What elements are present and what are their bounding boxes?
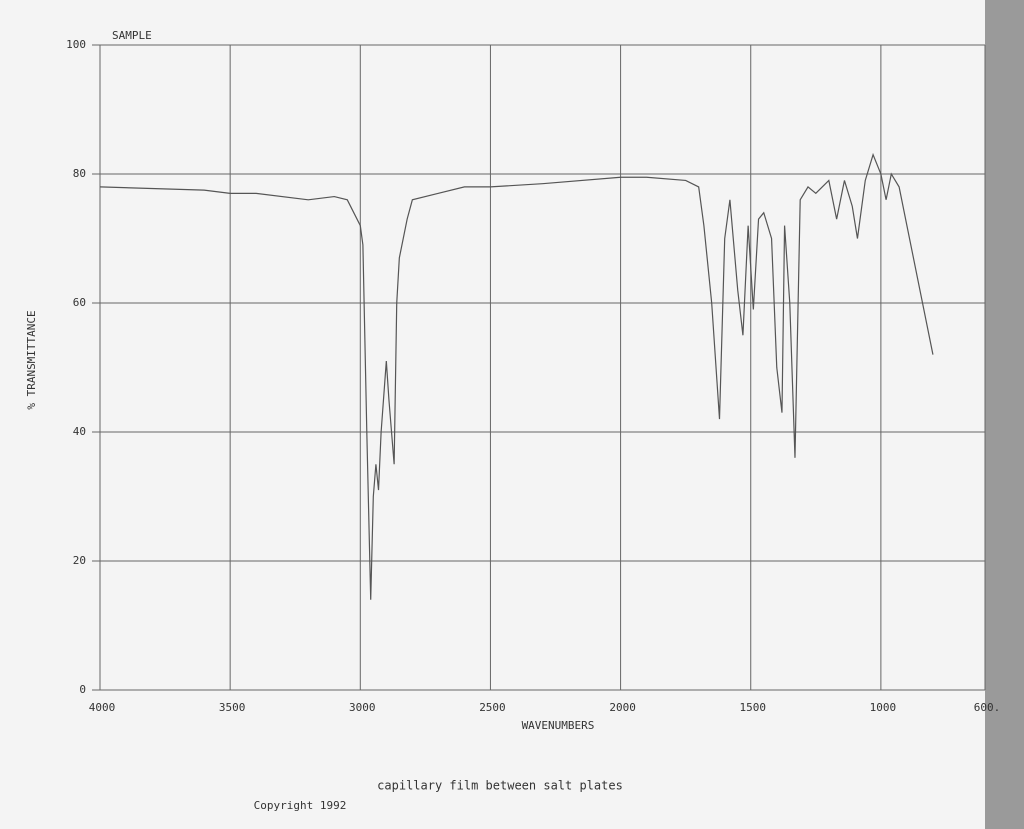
x-tick-label: 1500 — [739, 701, 766, 714]
x-tick-label: 1000 — [870, 701, 897, 714]
x-tick-label: 600. — [974, 701, 1001, 714]
y-tick-label: 80 — [73, 167, 86, 180]
footer: Copyright 1992 — [254, 799, 347, 812]
x-tick-label: 2000 — [609, 701, 636, 714]
y-tick-label: 20 — [73, 554, 86, 567]
y-tick-label: 0 — [79, 683, 86, 696]
y-tick-label: 40 — [73, 425, 86, 438]
y-tick-label: 60 — [73, 296, 86, 309]
y-tick-label: 100 — [66, 38, 86, 51]
chart-title: SAMPLE — [112, 29, 152, 42]
y-axis-label: % TRANSMITTANCE — [25, 310, 38, 409]
x-tick-label: 3500 — [219, 701, 246, 714]
x-tick-label: 2500 — [479, 701, 506, 714]
x-tick-label: 3000 — [349, 701, 376, 714]
paper — [0, 0, 985, 829]
background — [985, 0, 1024, 829]
caption: capillary film between salt plates — [377, 779, 623, 793]
x-axis-label: WAVENUMBERS — [522, 719, 595, 732]
x-tick-label: 4000 — [89, 701, 116, 714]
spectrum-line — [99, 152, 934, 600]
